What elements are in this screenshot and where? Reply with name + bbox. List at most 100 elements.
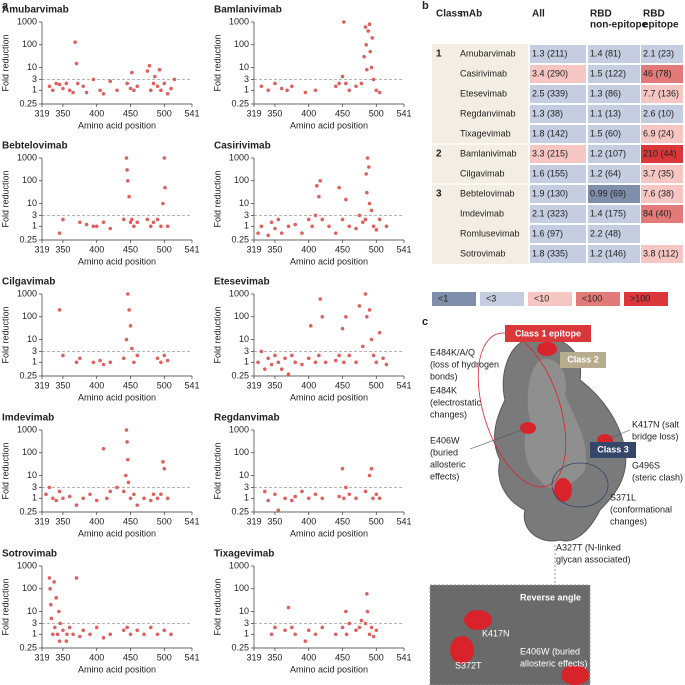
annotation: (loss of hydrogen xyxy=(430,359,499,369)
point xyxy=(135,84,140,89)
cell xyxy=(530,185,586,203)
point xyxy=(273,81,277,86)
point xyxy=(344,197,348,202)
point xyxy=(162,156,167,160)
point xyxy=(155,496,160,501)
point xyxy=(49,616,54,621)
chart-title: Sotrovimab xyxy=(2,549,57,560)
x-tick-label: 400 xyxy=(301,652,316,662)
cell xyxy=(641,85,683,103)
x-tick-label: 500 xyxy=(369,516,384,526)
point xyxy=(369,337,374,342)
y-tick-label: 100 xyxy=(234,583,249,593)
point xyxy=(374,492,379,497)
class-label: 1 xyxy=(436,49,442,60)
point xyxy=(371,77,376,82)
cell-value: 3.8 (112) xyxy=(643,248,678,258)
x-tick-label: 500 xyxy=(157,380,172,390)
mab-name: Regdanvimab xyxy=(460,108,516,118)
point xyxy=(367,473,372,478)
point xyxy=(333,231,338,235)
point xyxy=(108,360,113,365)
x-tick-label: 319 xyxy=(34,108,49,118)
mab-name: Tixagevimab xyxy=(460,128,511,138)
mab-name: Casirivimab xyxy=(460,68,507,78)
point xyxy=(74,503,79,507)
y-tick-label: 1000 xyxy=(17,288,37,298)
y-tick-label: 1000 xyxy=(17,152,37,162)
point xyxy=(44,492,48,497)
point xyxy=(337,81,341,86)
cell-value: 7.7 (136) xyxy=(643,88,679,98)
point xyxy=(165,92,170,96)
x-tick-label: 400 xyxy=(301,108,316,118)
point xyxy=(266,356,270,361)
point xyxy=(357,304,362,308)
table-header: All xyxy=(532,9,545,20)
point xyxy=(279,367,284,371)
point xyxy=(293,494,298,499)
x-axis-label: Amino acid position xyxy=(290,664,368,674)
point xyxy=(88,632,92,637)
x-tick-label: 400 xyxy=(89,380,104,390)
point xyxy=(370,36,375,40)
y-axis-label: Fold reduction xyxy=(0,34,10,91)
point xyxy=(126,292,130,296)
point xyxy=(374,228,379,232)
point xyxy=(369,65,374,70)
point xyxy=(125,168,129,172)
point xyxy=(101,362,106,367)
point xyxy=(333,84,338,89)
y-tick-label: 3 xyxy=(32,618,37,628)
y-tick-label: 10 xyxy=(27,334,37,344)
point xyxy=(101,446,106,451)
y-axis-label: Fold reduction xyxy=(212,306,222,363)
y-tick-label: 1 xyxy=(244,629,249,639)
point xyxy=(273,353,277,358)
x-tick-label: 400 xyxy=(301,244,316,254)
cell-value: 1.9 (130) xyxy=(532,188,568,198)
point xyxy=(88,492,92,497)
point xyxy=(162,353,167,358)
mab-name: Etesevimab xyxy=(460,88,507,98)
point xyxy=(286,224,291,229)
annotation: bridge loss) xyxy=(632,431,679,441)
cell-value: 3.4 (290) xyxy=(532,68,568,78)
cell xyxy=(530,45,586,63)
point xyxy=(313,360,318,365)
cell-value: 46 (78) xyxy=(643,68,672,78)
point xyxy=(293,360,298,365)
x-tick-label: 350 xyxy=(55,652,70,662)
point xyxy=(317,353,321,358)
point xyxy=(363,25,368,29)
y-tick-label: 3 xyxy=(32,482,37,492)
x-tick-label: 400 xyxy=(301,516,316,526)
chart-title: Bebtelovimab xyxy=(2,141,68,152)
point xyxy=(367,308,372,312)
annotation: K417N (salt xyxy=(632,419,680,429)
cell xyxy=(588,45,640,63)
cell xyxy=(641,245,683,263)
point xyxy=(55,632,60,637)
point xyxy=(344,609,348,614)
point xyxy=(347,353,352,358)
legend-label: >100 xyxy=(630,293,650,303)
chart-title: Cilgavimab xyxy=(2,277,55,288)
point xyxy=(313,88,318,93)
point xyxy=(347,492,352,497)
cell-value: 1.4 (81) xyxy=(590,48,621,58)
table-header: RBD xyxy=(643,9,665,20)
point xyxy=(367,22,372,27)
point xyxy=(359,618,364,623)
x-tick-label: 541 xyxy=(396,108,411,118)
point xyxy=(313,492,318,497)
point xyxy=(365,609,370,614)
point xyxy=(367,632,372,637)
point xyxy=(340,326,345,331)
class-column-bg xyxy=(432,44,528,264)
point xyxy=(159,224,163,229)
point xyxy=(74,360,79,365)
cell-value: 1.1 (13) xyxy=(590,108,621,118)
point xyxy=(61,628,65,633)
y-axis-label: Fold reduction xyxy=(212,578,222,635)
